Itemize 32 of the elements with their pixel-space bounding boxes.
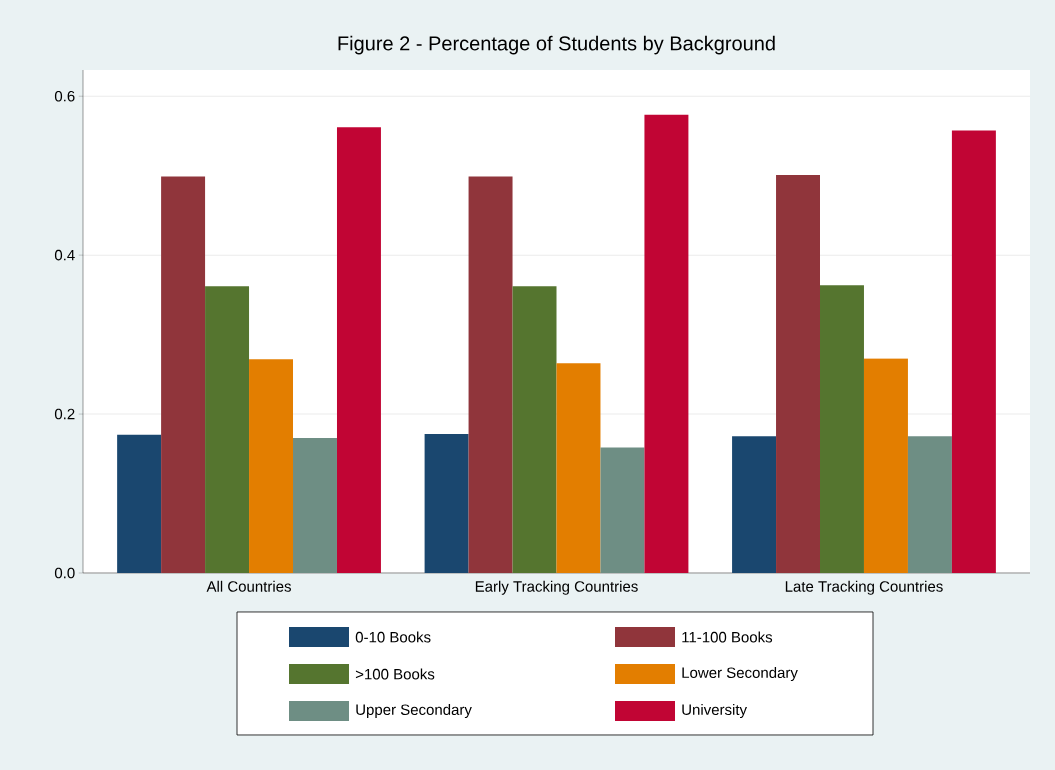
- y-tick-label: 0.6: [54, 90, 75, 102]
- legend-label: Upper Secondary: [356, 703, 472, 718]
- bar: [293, 437, 337, 573]
- bar: [512, 286, 557, 573]
- bar: [249, 359, 294, 573]
- legend-label: Lower Secondary: [682, 666, 798, 681]
- x-tick-label: All Countries: [206, 580, 291, 592]
- bar: [424, 433, 469, 573]
- bar: [161, 176, 206, 573]
- chart-title: Figure 2 - Percentage of Students by Background: [338, 35, 775, 55]
- bar: [732, 436, 777, 573]
- x-tick-label: Late Tracking Countries: [785, 580, 943, 595]
- bar: [556, 363, 601, 573]
- y-tick-label: 0.4: [54, 249, 75, 261]
- y-tick-label: 0.2: [54, 408, 75, 420]
- x-tick-label: Early Tracking Countries: [475, 580, 638, 595]
- bar: [468, 176, 513, 573]
- bar: [907, 436, 952, 573]
- bar: [820, 285, 864, 573]
- bar: [205, 286, 250, 573]
- bar: [336, 127, 381, 573]
- bar: [117, 434, 162, 573]
- legend-label: 0-10 Books: [355, 631, 431, 643]
- bar: [644, 114, 689, 573]
- bar: [600, 447, 645, 573]
- legend-label: 11-100 Books: [682, 631, 773, 643]
- legend-label: >100 Books: [355, 668, 435, 680]
- y-tick-label: 0.0: [54, 567, 75, 579]
- bar: [776, 174, 820, 573]
- bar: [951, 130, 996, 573]
- legend-label: University: [682, 703, 748, 718]
- bar: [863, 358, 908, 573]
